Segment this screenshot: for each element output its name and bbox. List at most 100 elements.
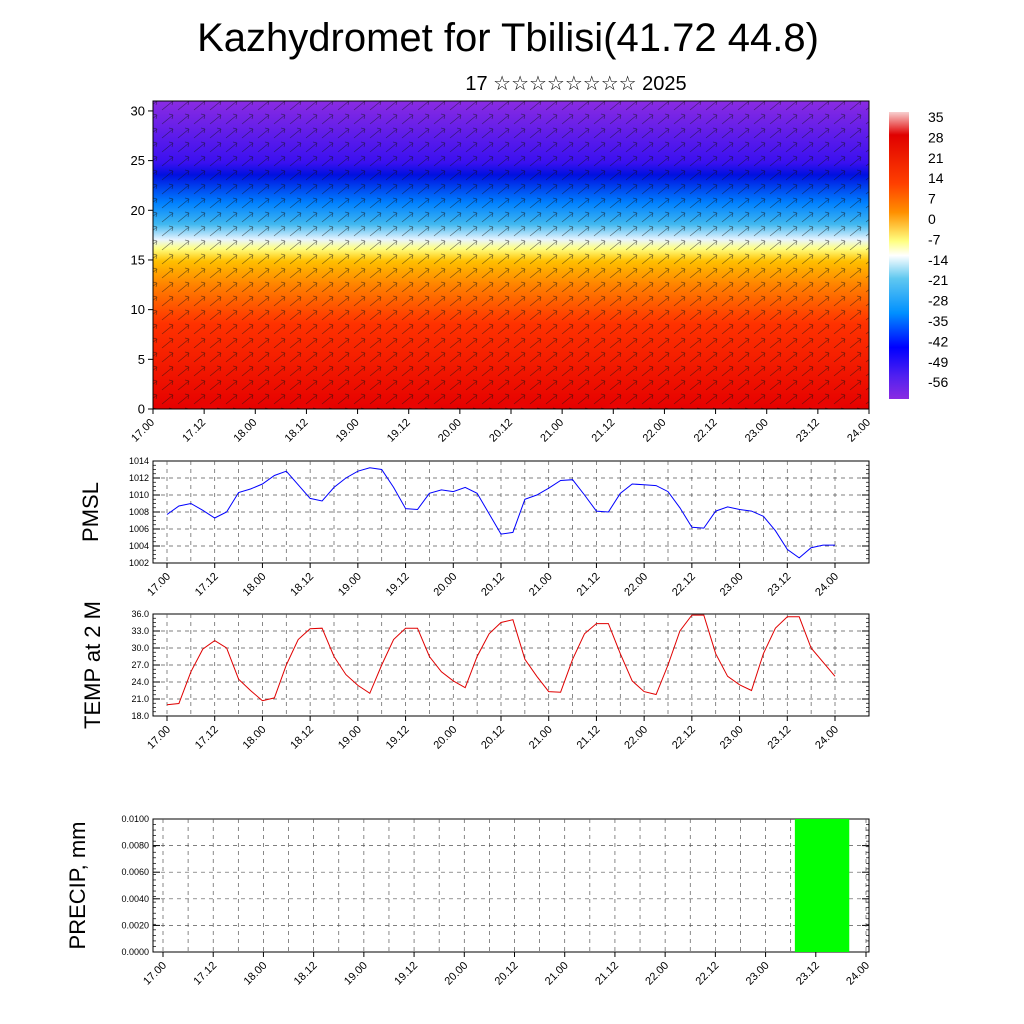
heatmap-x-tick-label: 18.00 bbox=[231, 417, 259, 445]
colorbar-label: 14 bbox=[928, 170, 944, 186]
temp-y-tick-label: 27.0 bbox=[131, 660, 149, 670]
pmsl-x-tick-label: 18.12 bbox=[288, 571, 316, 599]
heatmap-wind-barbs bbox=[153, 101, 869, 409]
heatmap-x-tick-label: 23.12 bbox=[794, 417, 822, 445]
precip-x-tick-label: 21.00 bbox=[543, 960, 571, 988]
heatmap-y-tick-label: 25 bbox=[131, 153, 145, 168]
temp-x-tick-label: 17.00 bbox=[145, 724, 173, 752]
precip-y-axis-title: PRECIP, mm bbox=[65, 822, 90, 950]
pmsl-x-tick-label: 19.00 bbox=[336, 571, 364, 599]
heatmap-x-tick-label: 24.00 bbox=[845, 417, 873, 445]
colorbar-label: 35 bbox=[928, 109, 944, 125]
temp-x-tick-label: 23.12 bbox=[765, 724, 793, 752]
heatmap-y-tick-label: 30 bbox=[131, 103, 145, 118]
pmsl-x-tick-label: 23.12 bbox=[765, 571, 793, 599]
colorbar-label: -21 bbox=[928, 272, 948, 288]
precip-x-tick-label: 22.12 bbox=[694, 960, 722, 988]
colorbar-label: -56 bbox=[928, 374, 948, 390]
colorbar-label: -7 bbox=[928, 231, 941, 247]
precip-y-tick-label: 0.0080 bbox=[121, 841, 149, 851]
heatmap-x-tick-label: 19.00 bbox=[334, 417, 362, 445]
temp-y-tick-label: 33.0 bbox=[131, 626, 149, 636]
heatmap-x-tick-label: 19.12 bbox=[385, 417, 413, 445]
precip-x-tick-label: 20.00 bbox=[442, 960, 470, 988]
pmsl-y-axis-title: PMSL bbox=[78, 482, 103, 542]
precip-x-tick-label: 17.12 bbox=[191, 960, 219, 988]
temp-x-tick-label: 24.00 bbox=[813, 724, 841, 752]
heatmap-y-axis: 0 5 10 15 20 25 30 bbox=[131, 103, 153, 417]
precip-panel: 0.0000 0.0020 0.0040 0.0060 0.0080 0.0100 17.0… bbox=[65, 814, 872, 988]
pmsl-x-tick-label: 17.00 bbox=[145, 571, 173, 599]
temp-x-tick-label: 21.12 bbox=[575, 724, 603, 752]
heatmap-x-tick-label: 18.12 bbox=[283, 417, 311, 445]
temp-x-tick-label: 20.12 bbox=[479, 724, 507, 752]
pmsl-x-tick-label: 21.00 bbox=[527, 571, 555, 599]
pmsl-panel: 1002 1004 1006 1008 1010 1012 1014 17.00 17.12 18… bbox=[78, 456, 870, 599]
page-subtitle: 17 ☆☆☆☆☆☆☆☆ 2025 bbox=[465, 73, 687, 95]
heatmap-y-tick-label: 5 bbox=[138, 352, 145, 367]
precip-x-tick-label: 19.12 bbox=[392, 960, 420, 988]
precip-y-tick-label: 0.0060 bbox=[121, 867, 149, 877]
heatmap-x-tick-label: 21.00 bbox=[538, 417, 566, 445]
precip-x-tick-label: 17.00 bbox=[141, 960, 169, 988]
heatmap-x-tick-label: 22.00 bbox=[641, 417, 669, 445]
temp-y-tick-label: 30.0 bbox=[131, 643, 149, 653]
pmsl-y-tick-label: 1004 bbox=[129, 541, 149, 551]
pmsl-series-line bbox=[166, 467, 835, 559]
colorbar-label: -35 bbox=[928, 313, 948, 329]
heatmap-x-tick-label: 21.12 bbox=[589, 417, 617, 445]
temp-x-tick-label: 20.00 bbox=[431, 724, 459, 752]
colorbar-label: -14 bbox=[928, 252, 948, 268]
temp-panel: 18.0 21.0 24.0 27.0 30.0 33.0 36.0 17.00 17.12 18… bbox=[80, 601, 870, 752]
temp-x-tick-label: 22.12 bbox=[670, 724, 698, 752]
precip-x-tick-label: 23.12 bbox=[794, 960, 822, 988]
precip-x-tick-label: 24.00 bbox=[844, 960, 872, 988]
temp-x-tick-label: 22.00 bbox=[622, 724, 650, 752]
heatmap-x-axis: 17.00 17.12 18.00 18.12 19.00 19.12 20.00 20.12… bbox=[129, 409, 873, 445]
pmsl-x-tick-label: 20.00 bbox=[431, 571, 459, 599]
heatmap-y-tick-label: 10 bbox=[131, 302, 145, 317]
temp-x-tick-label: 19.12 bbox=[384, 724, 412, 752]
pmsl-y-tick-label: 1014 bbox=[129, 456, 149, 466]
temp-x-tick-label: 17.12 bbox=[193, 724, 221, 752]
precip-y-tick-label: 0.0020 bbox=[121, 920, 149, 930]
heatmap-x-tick-label: 22.12 bbox=[692, 417, 720, 445]
heatmap-x-tick-label: 20.00 bbox=[436, 417, 464, 445]
colorbar-label: -28 bbox=[928, 293, 948, 309]
precip-bar bbox=[794, 819, 850, 952]
colorbar-label: -49 bbox=[928, 354, 948, 370]
pmsl-y-tick-label: 1006 bbox=[129, 524, 149, 534]
temp-x-tick-label: 18.00 bbox=[241, 724, 269, 752]
temp-y-tick-label: 18.0 bbox=[131, 711, 149, 721]
pmsl-x-tick-label: 22.00 bbox=[622, 571, 650, 599]
heatmap-panel bbox=[153, 101, 869, 409]
heatmap-x-tick-label: 17.12 bbox=[180, 417, 208, 445]
colorbar-labels: 35 28 21 14 7 0 -7 -14 -21 -28 -35 -42 -49 -56 bbox=[928, 109, 948, 390]
pmsl-x-tick-label: 20.12 bbox=[479, 571, 507, 599]
temp-x-tick-label: 21.00 bbox=[527, 724, 555, 752]
temp-x-tick-label: 19.00 bbox=[336, 724, 364, 752]
colorbar bbox=[889, 112, 909, 399]
pmsl-x-tick-label: 19.12 bbox=[384, 571, 412, 599]
colorbar-label: 21 bbox=[928, 150, 944, 166]
pmsl-x-tick-label: 23.00 bbox=[718, 571, 746, 599]
temp-y-tick-label: 21.0 bbox=[131, 694, 149, 704]
precip-y-tick-label: 0.0000 bbox=[121, 947, 149, 957]
heatmap-y-tick-label: 0 bbox=[138, 402, 145, 417]
pmsl-x-tick-label: 22.12 bbox=[670, 571, 698, 599]
temp-y-axis-title: TEMP at 2 M bbox=[80, 601, 105, 729]
precip-y-tick-label: 0.0100 bbox=[121, 814, 149, 824]
precip-frame bbox=[152, 818, 870, 953]
precip-x-tick-label: 22.00 bbox=[643, 960, 671, 988]
heatmap-y-tick-label: 20 bbox=[131, 203, 145, 218]
heatmap-x-tick-label: 23.00 bbox=[743, 417, 771, 445]
pmsl-y-tick-label: 1008 bbox=[129, 507, 149, 517]
heatmap-x-tick-label: 17.00 bbox=[129, 417, 157, 445]
pmsl-y-tick-label: 1010 bbox=[129, 490, 149, 500]
colorbar-label: -42 bbox=[928, 333, 948, 349]
precip-y-tick-label: 0.0040 bbox=[121, 894, 149, 904]
pmsl-y-tick-label: 1012 bbox=[129, 473, 149, 483]
heatmap-x-tick-label: 20.12 bbox=[487, 417, 515, 445]
temp-y-tick-label: 24.0 bbox=[131, 677, 149, 687]
temp-series-line bbox=[166, 614, 836, 706]
